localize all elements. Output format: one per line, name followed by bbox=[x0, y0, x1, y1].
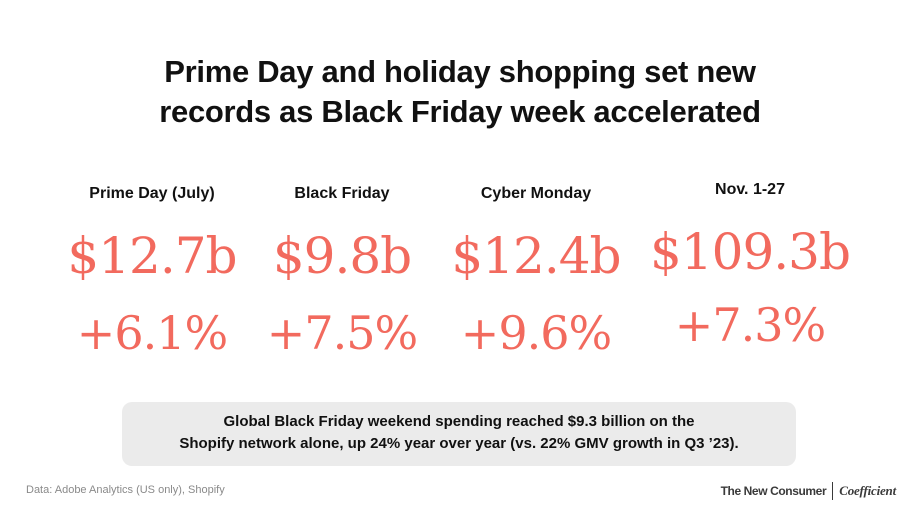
title-line-1: Prime Day and holiday shopping set new bbox=[164, 54, 756, 89]
callout-line-1: Global Black Friday weekend spending rea… bbox=[223, 413, 695, 430]
stat-amount: $9.8b bbox=[272, 227, 412, 285]
stat-amount: $109.3b bbox=[650, 223, 851, 281]
brand-divider bbox=[832, 482, 834, 500]
stat-amount: $12.4b bbox=[451, 227, 621, 285]
stat-cyber-monday: Cyber Monday $12.4b +9.6% bbox=[436, 180, 636, 360]
stat-change: +7.5% bbox=[266, 306, 418, 360]
stat-black-friday: Black Friday $9.8b +7.5% bbox=[242, 180, 442, 360]
brand-coefficient: Coefficient bbox=[839, 483, 896, 498]
brand-the-new-consumer: The New Consumer bbox=[720, 484, 827, 498]
page-title: Prime Day and holiday shopping set new r… bbox=[0, 52, 920, 132]
stat-label: Cyber Monday bbox=[480, 185, 592, 202]
stat-label: Prime Day (July) bbox=[89, 185, 215, 202]
stat-label: Nov. 1-27 bbox=[715, 181, 785, 198]
stat-nov-1-27: Nov. 1-27 $109.3b +7.3% bbox=[648, 180, 852, 360]
stat-change: +6.1% bbox=[76, 306, 228, 360]
stat-change: +9.6% bbox=[460, 306, 612, 360]
callout-box: Global Black Friday weekend spending rea… bbox=[122, 402, 796, 466]
source-note: Data: Adobe Analytics (US only), Shopify bbox=[26, 484, 225, 496]
stat-amount: $12.7b bbox=[67, 227, 237, 285]
title-line-2: records as Black Friday week accelerated bbox=[159, 94, 761, 129]
stat-prime-day: Prime Day (July) $12.7b +6.1% bbox=[52, 180, 252, 360]
brand-logos: The New Consumer Coefficient bbox=[721, 480, 896, 502]
stat-change: +7.3% bbox=[674, 298, 826, 352]
stat-label: Black Friday bbox=[294, 185, 390, 202]
callout-line-2: Shopify network alone, up 24% year over … bbox=[179, 435, 739, 452]
